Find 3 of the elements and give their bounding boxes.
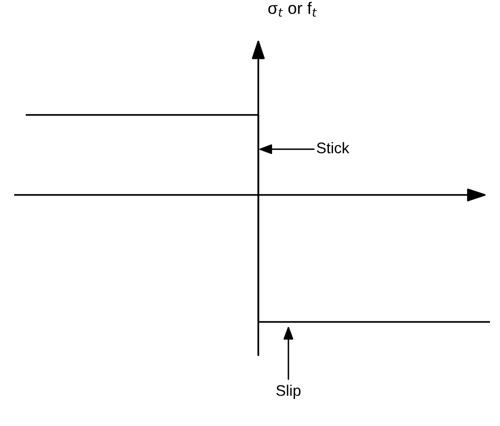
text: σ$_{t}$ or f$_{t}$ bbox=[268, 2, 317, 17]
annotation: Stick bbox=[316, 142, 350, 154]
text: Slip bbox=[276, 384, 301, 399]
